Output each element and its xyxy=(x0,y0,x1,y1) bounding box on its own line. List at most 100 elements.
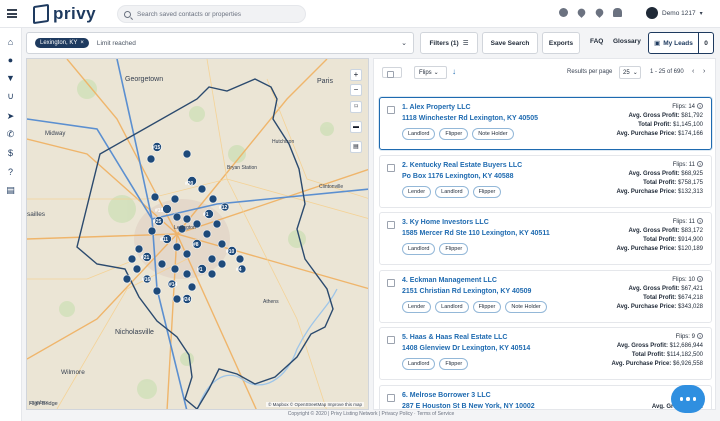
save-search-button[interactable]: Save Search xyxy=(482,32,538,54)
investor-tag[interactable]: Lender xyxy=(402,186,432,198)
glossary-link[interactable]: Glossary xyxy=(613,38,641,45)
investor-card[interactable]: 5. Haas & Haas Real Estate LLC 1408 Glenv… xyxy=(379,327,712,380)
map-marker[interactable]: #15 xyxy=(152,145,161,151)
trash-icon[interactable]: ▬ xyxy=(350,121,362,133)
map-marker[interactable]: #10 xyxy=(226,249,235,255)
map-marker[interactable]: #20 xyxy=(185,181,194,187)
zoom-out-button[interactable]: − xyxy=(350,84,362,96)
investor-name[interactable]: 1. Alex Property LLC xyxy=(402,104,471,111)
close-icon[interactable]: × xyxy=(80,40,84,46)
map-marker[interactable]: #18 xyxy=(155,208,164,214)
investor-card[interactable]: 4. Eckman Management LLC 2151 Christian R… xyxy=(379,270,712,323)
dollar-icon[interactable]: $ xyxy=(7,148,13,158)
investor-card[interactable]: 1. Alex Property LLC 1118 Winchester Rd L… xyxy=(379,97,712,150)
investor-tag[interactable]: Landlord xyxy=(402,358,436,370)
hamburger-menu-icon[interactable] xyxy=(7,9,17,18)
investor-card[interactable]: 6. Melrose Borrower 3 LLC 287 E Houston S… xyxy=(379,385,712,410)
sort-direction-icon[interactable]: ↓ xyxy=(452,67,456,76)
map-marker[interactable]: #12 xyxy=(219,205,228,211)
investor-tag[interactable]: Flipper xyxy=(472,186,502,198)
map-marker[interactable]: #14 xyxy=(169,282,178,288)
map-marker[interactable]: #1 xyxy=(203,212,209,218)
map[interactable]: #15 #20 #18 #25 #11 #8 #10 #1 #21 #16 #1… xyxy=(26,58,369,410)
investor-name[interactable]: 4. Eckman Management LLC xyxy=(402,277,497,284)
investor-address[interactable]: 1118 Winchester Rd Lexington, KY 40505 xyxy=(402,115,538,122)
next-page-button[interactable]: › xyxy=(703,68,706,75)
map-marker[interactable]: #21 xyxy=(141,255,150,261)
filter-icon[interactable]: ▼ xyxy=(6,73,15,83)
investor-checkbox[interactable] xyxy=(387,336,395,344)
investor-tag[interactable]: Landlord xyxy=(435,301,469,313)
heart-icon[interactable] xyxy=(576,7,587,18)
map-marker[interactable]: #24 xyxy=(182,297,191,303)
help-icon[interactable]: ? xyxy=(697,161,703,168)
plus-circle-icon[interactable] xyxy=(559,8,568,17)
investor-checkbox[interactable] xyxy=(387,394,395,402)
map-marker[interactable]: #1 xyxy=(197,267,203,273)
prev-page-button[interactable]: ‹ xyxy=(692,68,695,75)
investor-tag[interactable]: Lender xyxy=(402,301,432,313)
bell-icon[interactable] xyxy=(613,8,622,17)
magnet-icon[interactable]: ∪ xyxy=(7,91,14,101)
phone-icon[interactable]: ✆ xyxy=(6,129,15,139)
send-icon[interactable]: ➤ xyxy=(6,111,15,121)
chat-button[interactable] xyxy=(671,385,705,413)
investor-checkbox[interactable] xyxy=(387,106,395,114)
exports-button[interactable]: Exports xyxy=(542,32,580,54)
sort-select[interactable]: Flips ⌄ xyxy=(414,66,447,79)
filters-button[interactable]: Filters (1) ☰ xyxy=(420,32,478,54)
investor-name[interactable]: 5. Haas & Haas Real Estate LLC xyxy=(402,334,508,341)
investor-tag[interactable]: Landlord xyxy=(402,243,436,255)
map-attribution[interactable]: © Mapbox © OpenStreetMap Improve this ma… xyxy=(266,402,364,407)
per-page-select[interactable]: 25 ⌄ xyxy=(619,66,641,79)
chevron-down-icon[interactable]: ⌄ xyxy=(401,40,407,47)
my-leads-button[interactable]: ▣ My Leads 0 xyxy=(648,32,714,54)
faq-link[interactable]: FAQ xyxy=(590,38,604,45)
investor-tag[interactable]: Flipper xyxy=(439,128,469,140)
investor-address[interactable]: 1408 Glenview Dr Lexington, KY 40514 xyxy=(402,345,531,352)
location-chip[interactable]: Lexington, KY × xyxy=(35,38,89,48)
map-label-bryan-station: Bryan Station xyxy=(227,165,258,171)
search-input[interactable]: Search saved contacts or properties xyxy=(117,5,306,23)
investor-address[interactable]: Po Box 1176 Lexington, KY 40588 xyxy=(402,173,514,180)
investor-address[interactable]: 2151 Christian Rd Lexington, KY 40509 xyxy=(402,288,532,295)
help-icon[interactable]: ? xyxy=(697,218,703,225)
investor-address[interactable]: 287 E Houston St B New York, NY 10002 xyxy=(402,403,535,410)
investor-checkbox[interactable] xyxy=(387,221,395,229)
investor-card[interactable]: 3. Ky Home Investors LLC 1585 Mercer Rd S… xyxy=(379,212,712,265)
help-icon[interactable]: ? xyxy=(697,333,703,340)
map-marker[interactable]: #16 xyxy=(142,277,151,283)
help-icon[interactable]: ? xyxy=(7,167,13,177)
investor-name[interactable]: 2. Kentucky Real Estate Buyers LLC xyxy=(402,162,523,169)
investor-tag[interactable]: Flipper xyxy=(439,358,469,370)
investor-tag[interactable]: Note Holder xyxy=(472,128,514,140)
privy-logo[interactable]: privy xyxy=(33,3,96,25)
investor-card[interactable]: 2. Kentucky Real Estate Buyers LLC Po Box… xyxy=(379,155,712,208)
layers-icon[interactable]: ▤ xyxy=(350,141,362,153)
location-icon[interactable]: ● xyxy=(7,55,14,65)
investor-checkbox[interactable] xyxy=(387,279,395,287)
map-marker[interactable]: #25 xyxy=(153,219,162,225)
investor-name[interactable]: 3. Ky Home Investors LLC xyxy=(402,219,489,226)
zoom-in-button[interactable]: + xyxy=(350,69,362,81)
map-marker[interactable]: #4 xyxy=(236,267,242,273)
investor-tag[interactable]: Flipper xyxy=(439,243,469,255)
investor-tag[interactable]: Landlord xyxy=(435,186,469,198)
investor-checkbox[interactable] xyxy=(387,164,395,172)
map-marker[interactable]: #8 xyxy=(193,242,199,248)
user-menu[interactable]: Demo 1217 ▾ xyxy=(646,7,703,19)
map-marker[interactable]: #11 xyxy=(160,237,169,243)
help-icon[interactable]: ? xyxy=(697,103,703,110)
chat-icon[interactable]: ▤ xyxy=(6,185,15,195)
investor-tag[interactable]: Note Holder xyxy=(505,301,547,313)
select-all-checkbox[interactable] xyxy=(382,67,402,78)
draw-polygon-icon[interactable]: ⌑ xyxy=(350,101,362,113)
investor-address[interactable]: 1585 Mercer Rd Ste 110 Lexington, KY 405… xyxy=(402,230,550,237)
help-icon[interactable]: ? xyxy=(697,276,703,283)
investor-tag[interactable]: Flipper xyxy=(472,301,502,313)
home-icon[interactable]: ⌂ xyxy=(7,37,14,47)
investor-name[interactable]: 6. Melrose Borrower 3 LLC xyxy=(402,392,491,399)
location-filter-input[interactable]: Lexington, KY × Limit reached ⌄ xyxy=(26,32,414,54)
map-pin-icon[interactable] xyxy=(594,7,605,18)
investor-tag[interactable]: Landlord xyxy=(402,128,436,140)
